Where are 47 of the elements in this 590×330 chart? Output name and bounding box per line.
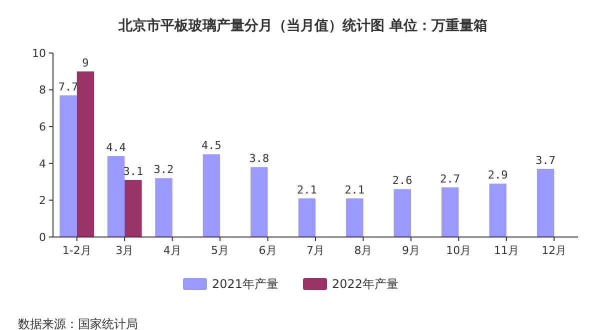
data-label: 3.2 <box>154 163 174 176</box>
bar <box>155 178 172 237</box>
bar <box>250 167 268 237</box>
bar <box>489 184 506 237</box>
x-tick-label: 5月 <box>211 244 230 257</box>
x-tick-label: 9月 <box>402 244 420 257</box>
bar <box>124 180 142 237</box>
x-tick-label: 12月 <box>542 244 567 257</box>
bar <box>536 168 554 237</box>
y-tick-label: 2 <box>39 194 46 208</box>
data-label: 7.7 <box>58 80 78 94</box>
x-tick-label: 4月 <box>163 244 182 257</box>
data-label: 3.8 <box>249 152 270 166</box>
data-label: 4.5 <box>202 139 222 152</box>
y-tick-label: 4 <box>39 157 46 170</box>
bar <box>394 189 411 237</box>
bar <box>298 198 316 237</box>
data-label: 4.4 <box>106 141 126 154</box>
y-tick-label: 10 <box>32 46 46 60</box>
bar <box>442 187 459 237</box>
source-note: 数据来源：国家统计局 <box>18 317 138 330</box>
y-tick-label: 6 <box>39 120 46 134</box>
chart-title: 北京市平板玻璃产量分月（当月值）统计图 单位：万重量箱 <box>118 17 488 34</box>
y-tick-label: 8 <box>39 84 46 97</box>
data-label: 3.7 <box>536 154 556 167</box>
x-tick-label: 11月 <box>494 244 519 257</box>
data-label: 9 <box>82 56 89 70</box>
bar <box>346 198 364 237</box>
legend-label: 2021年产量 <box>212 277 279 292</box>
bar <box>202 154 220 237</box>
bar <box>107 156 125 237</box>
x-tick-label: 1-2月 <box>62 244 92 257</box>
legend-label: 2022年产量 <box>332 277 399 292</box>
data-label: 2.1 <box>296 183 317 196</box>
x-tick-label: 3月 <box>116 244 134 257</box>
data-label: 2.9 <box>488 168 508 182</box>
bar <box>60 95 77 237</box>
data-label: 2.7 <box>440 172 460 186</box>
y-tick-label: 0 <box>39 230 46 244</box>
x-tick-label: 7月 <box>306 244 324 257</box>
x-tick-label: 8月 <box>354 244 372 257</box>
x-tick-label: 6月 <box>258 244 277 257</box>
x-tick-label: 10月 <box>446 244 472 257</box>
data-label: 2.1 <box>344 183 365 196</box>
data-label: 3.1 <box>123 164 144 178</box>
data-label: 2.6 <box>392 174 412 188</box>
bar <box>76 71 94 237</box>
